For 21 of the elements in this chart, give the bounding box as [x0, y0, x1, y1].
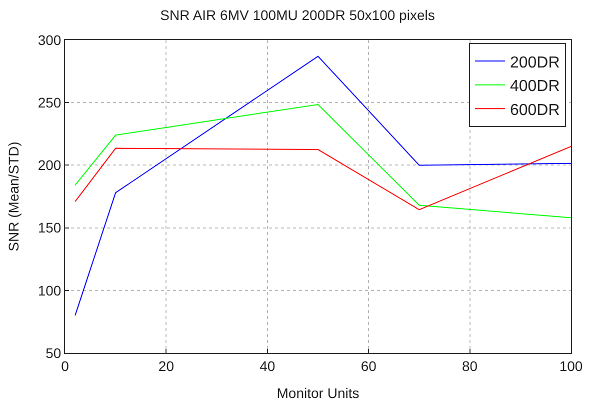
y-axis-title: SNR (Mean/STD) — [5, 142, 22, 252]
y-tick-label: 50 — [46, 344, 62, 361]
x-tick-label: 80 — [462, 358, 478, 374]
x-tick-label: 0 — [61, 358, 70, 374]
y-tick-label: 250 — [38, 94, 62, 110]
x-tick-label: 60 — [360, 358, 377, 374]
y-tick-label: 150 — [38, 220, 62, 236]
y-tick-label: 100 — [38, 282, 62, 298]
legend-label: 200DR — [510, 54, 560, 72]
line-series — [74, 56, 571, 316]
legend-label: 600DR — [510, 102, 560, 119]
legend-label: 400DR — [510, 78, 560, 96]
x-axis-title: Monitor Units — [276, 385, 360, 402]
y-tick-label: 300 — [38, 32, 62, 48]
chart-title: SNR AIR 6MV 100MU 200DR 50x100 pixels — [160, 7, 435, 24]
y-tick-label: 200 — [38, 157, 62, 174]
line-series — [74, 104, 571, 218]
x-tick-label: 100 — [559, 358, 583, 374]
x-tick-label: 20 — [158, 358, 174, 374]
line-series — [74, 146, 571, 210]
x-tick-label: 40 — [260, 358, 276, 374]
